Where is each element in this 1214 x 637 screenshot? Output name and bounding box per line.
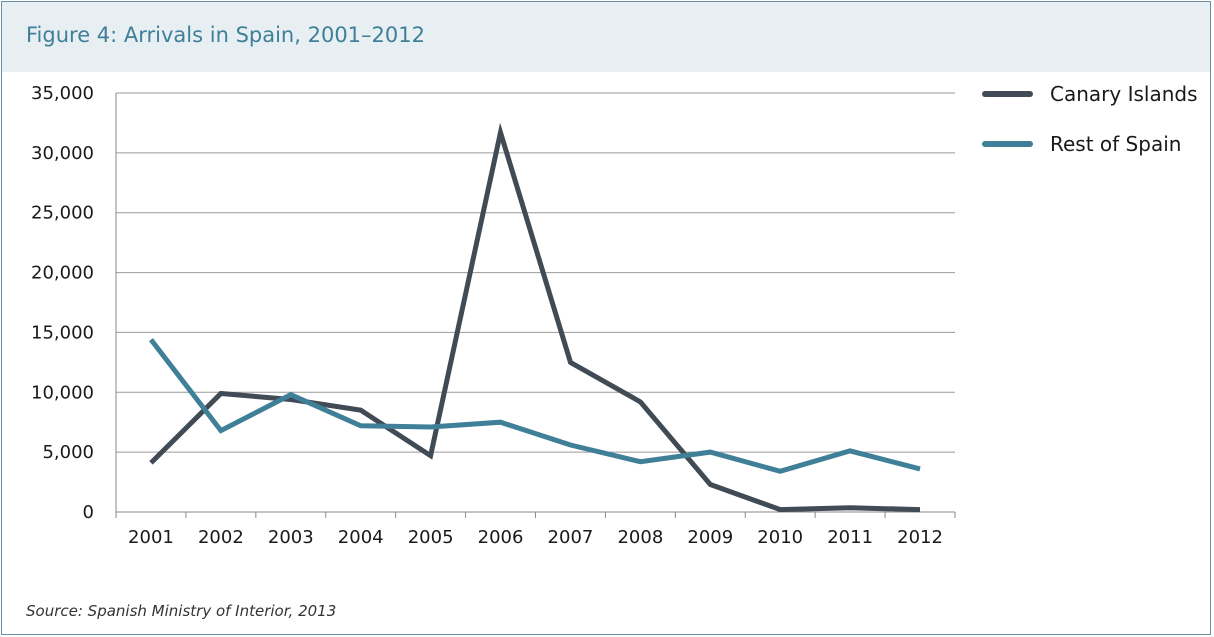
x-tick-label: 2006 — [478, 527, 524, 548]
series-line — [149, 338, 921, 474]
figure-title: Figure 4: Arrivals in Spain, 2001–2012 — [26, 23, 425, 47]
legend-label: Rest of Spain — [1050, 132, 1181, 156]
y-tick-label: 5,000 — [42, 442, 94, 463]
y-tick-label: 20,000 — [31, 263, 94, 284]
x-tick-label: 2004 — [338, 527, 384, 548]
x-tick-label: 2008 — [617, 527, 663, 548]
x-tick-label: 2009 — [687, 527, 733, 548]
x-tick-label: 2001 — [128, 527, 174, 548]
series-line — [149, 122, 921, 513]
y-tick-label: 25,000 — [31, 203, 94, 224]
y-tick-label: 30,000 — [31, 143, 94, 164]
figure-source: Source: Spanish Ministry of Interior, 20… — [26, 602, 337, 620]
y-tick-label: 15,000 — [31, 322, 94, 343]
y-tick-label: 35,000 — [31, 83, 94, 104]
x-tick-label: 2011 — [827, 527, 873, 548]
legend-label: Canary Islands — [1050, 82, 1198, 106]
y-tick-label: 10,000 — [31, 382, 94, 403]
x-tick-label: 2003 — [268, 527, 314, 548]
x-tick-label: 2002 — [198, 527, 244, 548]
x-tick-label: 2012 — [897, 527, 943, 548]
x-tick-label: 2010 — [757, 527, 803, 548]
figure-header — [2, 2, 1210, 72]
x-tick-label: 2007 — [548, 527, 594, 548]
y-tick-label: 0 — [83, 502, 94, 523]
x-tick-label: 2005 — [408, 527, 454, 548]
